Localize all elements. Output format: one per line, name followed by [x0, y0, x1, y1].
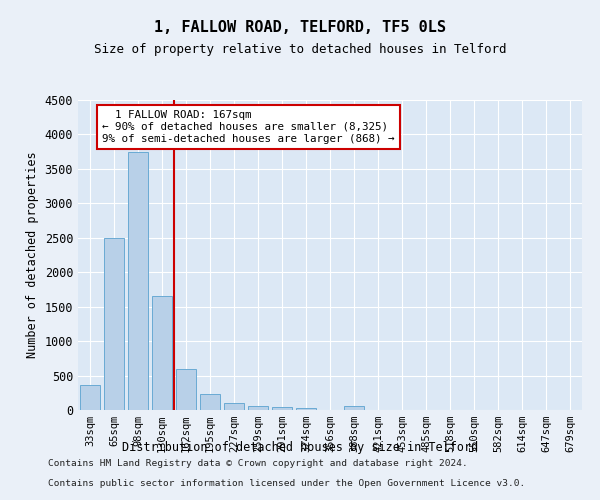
Bar	[224, 403, 244, 410]
Text: Distribution of detached houses by size in Telford: Distribution of detached houses by size …	[122, 441, 478, 454]
Text: 1, FALLOW ROAD, TELFORD, TF5 0LS: 1, FALLOW ROAD, TELFORD, TF5 0LS	[154, 20, 446, 35]
Text: 1 FALLOW ROAD: 167sqm
← 90% of detached houses are smaller (8,325)
9% of semi-de: 1 FALLOW ROAD: 167sqm ← 90% of detached …	[102, 110, 395, 144]
Bar	[152, 296, 172, 410]
Bar	[272, 407, 292, 410]
Y-axis label: Number of detached properties: Number of detached properties	[26, 152, 39, 358]
Text: Contains public sector information licensed under the Open Government Licence v3: Contains public sector information licen…	[48, 478, 525, 488]
Bar	[344, 406, 364, 410]
Text: Contains HM Land Registry data © Crown copyright and database right 2024.: Contains HM Land Registry data © Crown c…	[48, 458, 468, 468]
Bar	[176, 368, 196, 410]
Bar	[296, 408, 316, 410]
Bar	[200, 394, 220, 410]
Bar	[128, 152, 148, 410]
Bar	[104, 238, 124, 410]
Bar	[248, 406, 268, 410]
Text: Size of property relative to detached houses in Telford: Size of property relative to detached ho…	[94, 42, 506, 56]
Bar	[80, 384, 100, 410]
